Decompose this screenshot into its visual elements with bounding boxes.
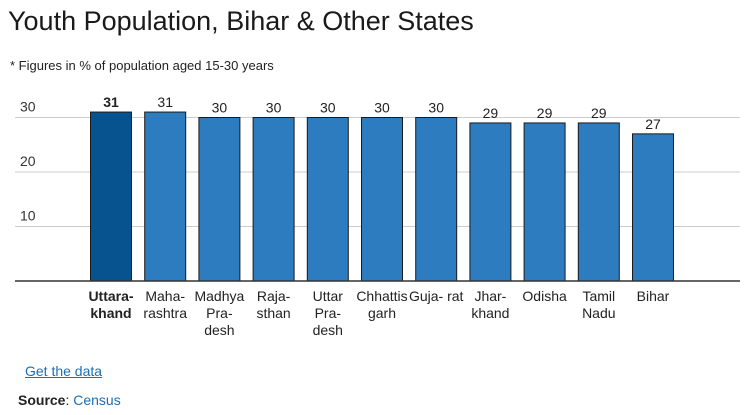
- x-tick-label: Bihar: [637, 288, 670, 304]
- bar: [523, 122, 566, 282]
- bar: [632, 133, 674, 282]
- bar: [252, 117, 295, 282]
- x-tick-label: Raja-: [257, 288, 291, 304]
- bar: [198, 117, 241, 282]
- chart-title: Youth Population, Bihar & Other States: [8, 6, 474, 36]
- x-tick-label: khand: [90, 305, 131, 321]
- x-tick-label: Tamil: [582, 288, 615, 304]
- source-label: Source: [18, 392, 66, 408]
- bar: [469, 122, 512, 282]
- x-tick-label: Nadu: [582, 305, 615, 321]
- y-tick-label: 20: [20, 153, 36, 169]
- x-tick-label: Uttara-: [88, 288, 133, 304]
- data-label: 29: [483, 105, 499, 121]
- x-tick-label: Madhya: [194, 288, 244, 304]
- data-label: 29: [537, 105, 553, 121]
- get-data-link[interactable]: Get the data: [25, 363, 103, 379]
- x-tick-label: Guja- rat: [409, 288, 464, 304]
- x-tick-label: desh: [313, 322, 343, 338]
- y-tick-label: 30: [20, 99, 36, 115]
- x-tick-label: Pra-: [206, 305, 233, 321]
- x-tick-label: Jhar-: [474, 288, 506, 304]
- data-label: 30: [374, 100, 390, 116]
- data-label: 29: [591, 105, 607, 121]
- bar: [144, 111, 187, 282]
- x-tick-label: Odisha: [522, 288, 567, 304]
- source-line: Source: Census: [18, 392, 121, 408]
- x-tick-label: desh: [204, 322, 234, 338]
- data-label: 31: [103, 94, 119, 110]
- x-tick-label: khand: [471, 305, 509, 321]
- data-label: 30: [320, 100, 336, 116]
- data-label: 30: [428, 100, 444, 116]
- bar: [90, 111, 132, 282]
- x-tick-label: Maha-: [145, 288, 185, 304]
- bar: [361, 117, 403, 282]
- data-label: 30: [212, 100, 228, 116]
- x-tick-label: rashtra: [143, 305, 187, 321]
- bar: [577, 122, 620, 282]
- x-tick-label: Uttar: [313, 288, 344, 304]
- source-value[interactable]: Census: [73, 392, 121, 408]
- data-label: 27: [645, 116, 661, 132]
- x-tick-label: sthan: [256, 305, 290, 321]
- bar: [306, 117, 349, 282]
- chart-subtitle: * Figures in % of population aged 15-30 …: [10, 58, 274, 73]
- bar: [415, 117, 458, 282]
- y-tick-label: 10: [20, 208, 36, 224]
- x-tick-label: garh: [368, 305, 396, 321]
- x-tick-label: Chhattis: [356, 288, 407, 304]
- bar-chart: 10 20 30 31 Uttara-khand 31 Maha-rashtra 30 Madh…: [15, 94, 740, 338]
- data-label: 31: [157, 94, 173, 110]
- data-label: 30: [266, 100, 282, 116]
- source-colon: :: [65, 392, 74, 408]
- x-tick-label: Pra-: [315, 305, 342, 321]
